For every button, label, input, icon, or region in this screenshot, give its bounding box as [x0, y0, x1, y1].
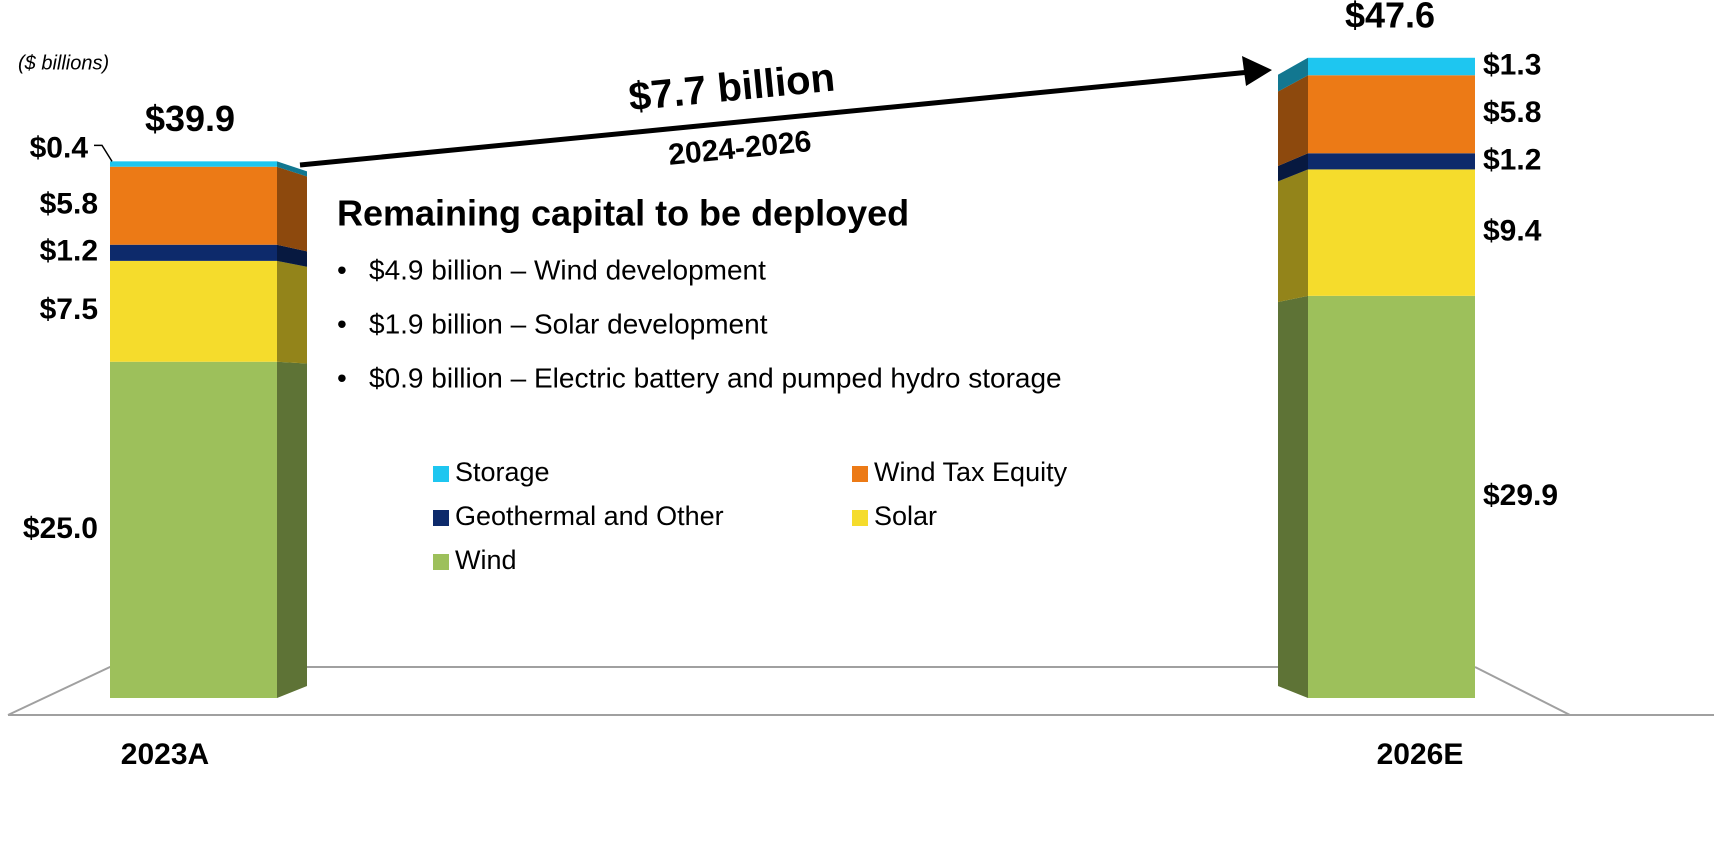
legend-swatch	[433, 466, 449, 482]
bar-segment	[1308, 75, 1475, 154]
annotation: 2024-2026	[667, 125, 813, 172]
bar-segment	[1308, 153, 1475, 170]
bullet: $0.9 billion – Electric battery and pump…	[369, 362, 1062, 393]
textbox-title: Remaining capital to be deployed	[337, 193, 909, 234]
bar-segment	[110, 166, 277, 245]
unit-note: ($ billions)	[18, 52, 109, 74]
bullet: $4.9 billion – Wind development	[369, 254, 766, 285]
value-label: $29.9	[1483, 479, 1558, 512]
arrow	[299, 69, 1251, 168]
bar-side	[1278, 75, 1308, 166]
bar-side-shade	[277, 166, 307, 252]
bar-side-shade	[1278, 57, 1308, 92]
bullet: $1.9 billion – Solar development	[369, 308, 768, 339]
floor	[1474, 666, 1571, 716]
bar-segment	[110, 361, 277, 698]
bar-side-shade	[1278, 169, 1308, 303]
legend-label: Solar	[874, 501, 937, 531]
annotation: $7.7 billion	[627, 56, 837, 120]
legend-label: Wind	[455, 545, 517, 575]
bar-side	[277, 244, 307, 267]
bar-side	[1278, 57, 1308, 92]
bar-side-shade	[277, 260, 307, 364]
bar-side-shade	[277, 361, 307, 698]
bar-segment	[1308, 169, 1475, 296]
bar-side	[1278, 153, 1308, 182]
legend-swatch	[433, 554, 449, 570]
legend-swatch	[433, 510, 449, 526]
bar-side-shade	[277, 244, 307, 267]
value-label: $5.8	[40, 188, 98, 221]
bar-segment	[1308, 57, 1475, 76]
bullet-dot: •	[337, 254, 347, 285]
legend-label: Wind Tax Equity	[874, 457, 1068, 487]
legend-label: Storage	[455, 457, 550, 487]
value-label: $25.0	[23, 512, 98, 545]
bar-segment	[110, 161, 277, 167]
value-label: $1.3	[1483, 48, 1541, 81]
bar-side	[1278, 169, 1308, 303]
bar-segment	[110, 244, 277, 261]
bar-side-shade	[1278, 153, 1308, 182]
x-tick-label: 2023A	[121, 738, 209, 771]
arrow-head	[1242, 56, 1272, 86]
total-label: $39.9	[145, 98, 235, 139]
leader-line	[94, 144, 113, 162]
bar-side-shade	[1278, 295, 1308, 698]
bullet-dot: •	[337, 308, 347, 339]
bar-side-shade	[1278, 75, 1308, 166]
bar-side	[277, 161, 307, 177]
bar-side-shade	[277, 161, 307, 177]
legend-swatch	[852, 510, 868, 526]
legend-label: Geothermal and Other	[455, 501, 724, 531]
value-label: $0.4	[30, 131, 89, 164]
bar-side	[277, 260, 307, 364]
bar-side	[277, 166, 307, 252]
bullet-dot: •	[337, 362, 347, 393]
total-label: $47.6	[1345, 0, 1435, 35]
bar-segment	[1308, 295, 1475, 698]
value-label: $5.8	[1483, 96, 1541, 129]
x-tick-label: 2026E	[1377, 738, 1464, 771]
bar-side	[1278, 295, 1308, 698]
value-label: $1.2	[40, 235, 98, 268]
value-label: $9.4	[1483, 215, 1542, 248]
value-label: $7.5	[40, 293, 98, 326]
value-label: $1.2	[1483, 143, 1541, 176]
legend-swatch	[852, 466, 868, 482]
bar-segment	[110, 260, 277, 362]
bar-side	[277, 361, 307, 698]
